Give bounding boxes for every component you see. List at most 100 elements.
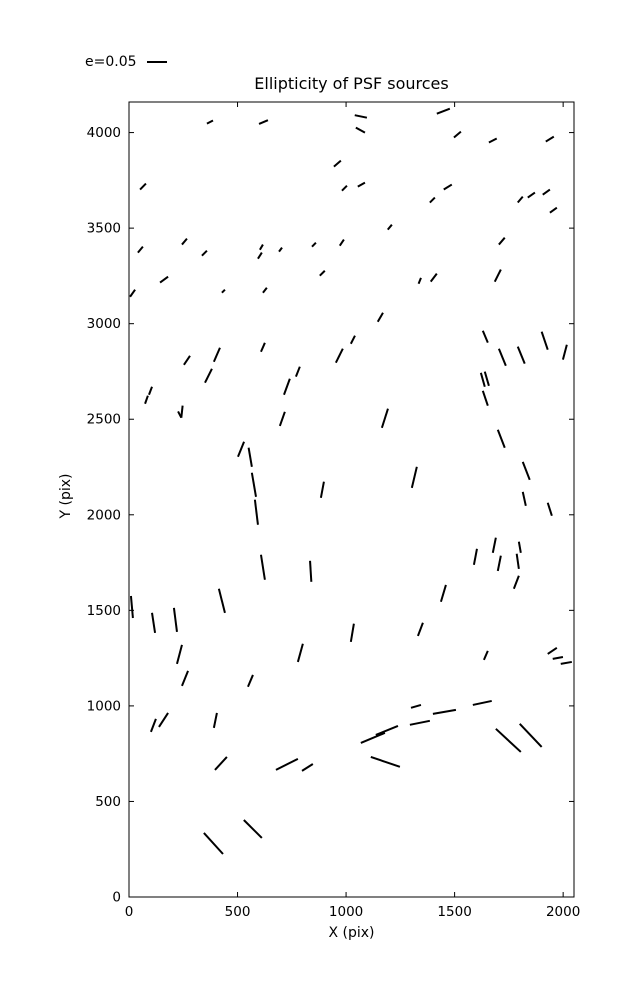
psf-whisker (221, 288, 226, 294)
psf-whisker (206, 119, 214, 125)
psf-whisker (243, 819, 263, 839)
psf-whisker (294, 366, 301, 377)
y-tick-label: 3500 (87, 221, 121, 237)
psf-whisker (488, 137, 498, 144)
y-tick-label: 4000 (87, 125, 121, 141)
psf-whisker (333, 159, 342, 168)
psf-whisker (357, 181, 366, 188)
y-tick-label: 1000 (87, 698, 121, 714)
psf-whisker (247, 674, 254, 688)
y-tick-label: 1500 (87, 603, 121, 619)
psf-whisker (334, 348, 344, 364)
psf-whisker (296, 643, 304, 663)
psf-whisker (139, 182, 147, 191)
psf-whisker (417, 277, 422, 285)
psf-whisker (517, 541, 522, 553)
psf-whisker (376, 312, 384, 323)
legend-line-icon (146, 61, 167, 63)
psf-whisker (149, 718, 157, 733)
psf-whisker (547, 646, 558, 655)
psf-whisker (479, 372, 486, 388)
psf-whisker (515, 553, 520, 570)
psf-whisker (355, 126, 366, 134)
psf-whisker (409, 719, 431, 726)
psf-whisker (258, 119, 269, 125)
psf-whisker (527, 191, 536, 199)
psf-whisker (172, 607, 178, 633)
psf-whisker (203, 832, 224, 855)
psf-whisker (201, 249, 208, 257)
x-axis-label: X (pix) (328, 925, 375, 941)
psf-whisker (546, 502, 553, 517)
psf-whisker (516, 346, 526, 365)
psf-whisker (176, 644, 183, 665)
psf-whisker (429, 273, 438, 283)
psf-whisker (129, 289, 136, 298)
psf-whisker (259, 554, 266, 580)
psf-whisker (301, 763, 314, 772)
psf-whisker (237, 441, 245, 458)
psf-whisker (453, 130, 462, 139)
psf-whisker (483, 371, 490, 387)
psf-whisker (375, 725, 399, 736)
psf-whisker (183, 355, 191, 366)
psf-whisker (204, 368, 213, 384)
psf-whisker (158, 712, 169, 728)
psf-whisker (129, 595, 134, 619)
psf-whisker (212, 712, 218, 729)
psf-whisker (512, 575, 520, 590)
psf-whisker (148, 386, 153, 396)
x-tick-label: 0 (125, 904, 134, 920)
x-tick-label: 1000 (329, 904, 363, 920)
psf-whisker (416, 622, 424, 637)
psf-whisker (482, 650, 489, 661)
psf-whisker (496, 555, 502, 572)
psf-whisker (159, 275, 169, 284)
y-tick-label: 500 (95, 794, 121, 810)
psf-whisker (561, 344, 568, 360)
psf-whisker (549, 206, 558, 214)
y-tick-label: 2000 (87, 507, 121, 523)
psf-whisker (349, 623, 355, 643)
psf-whisker (439, 584, 447, 603)
psf-whisker (472, 699, 492, 706)
psf-whisker (217, 588, 226, 614)
psf-whisker (250, 472, 257, 497)
psf-whisker (247, 447, 253, 467)
psf-whisker (542, 188, 551, 196)
psf-whisker (560, 660, 572, 665)
psf-whisker (491, 537, 497, 554)
psf-whisker (278, 247, 283, 253)
psf-whisker (429, 196, 436, 204)
psf-whisker (260, 342, 266, 353)
psf-whisker (496, 429, 506, 449)
psf-whisker (181, 670, 189, 687)
psf-whisker (275, 757, 299, 771)
psf-whisker (521, 461, 531, 481)
psf-whisker (257, 252, 263, 260)
y-tick-label: 2500 (87, 412, 121, 428)
psf-whisker (497, 348, 507, 367)
psf-whisker (436, 107, 451, 115)
psf-whisker (552, 655, 564, 660)
psf-whisker (386, 224, 393, 231)
psf-whisker (214, 756, 228, 771)
psf-whisker (144, 395, 149, 405)
psf-whisker (493, 269, 502, 283)
psf-whisker (262, 287, 268, 294)
psf-whisker (360, 731, 386, 744)
psf-whisker (253, 499, 259, 525)
legend-label: e=0.05 (85, 54, 137, 70)
psf-whisker (180, 405, 184, 418)
chart-title: Ellipticity of PSF sources (254, 74, 449, 93)
psf-whisker (410, 466, 418, 489)
y-tick-label: 0 (112, 890, 121, 906)
psf-whisker (410, 703, 422, 709)
psf-whisker (319, 270, 326, 277)
psf-whisker (338, 239, 345, 247)
psf-whisker (278, 411, 286, 427)
psf-whisker (545, 135, 555, 143)
psf-whisker (540, 331, 549, 350)
psf-whisker (349, 335, 356, 345)
